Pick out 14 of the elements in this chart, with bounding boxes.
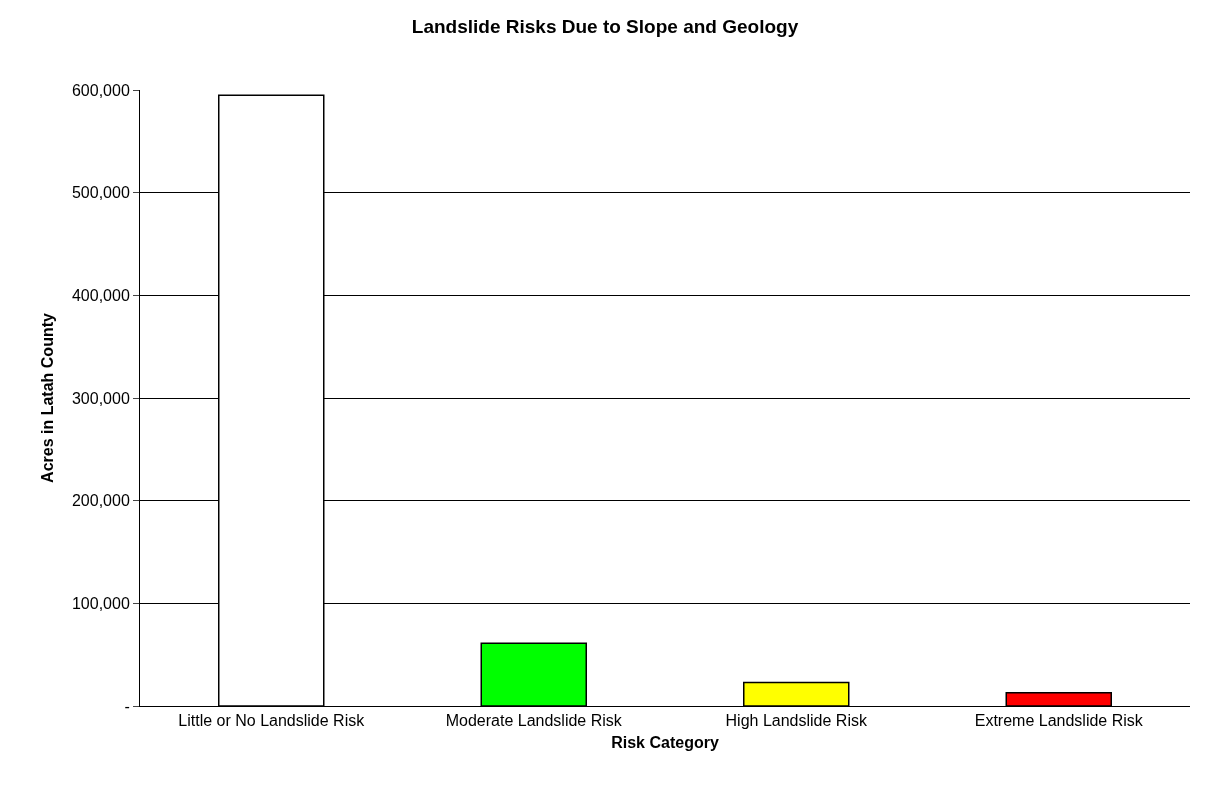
x-tick-label: Little or No Landslide Risk <box>178 712 366 730</box>
x-tick-label: High Landslide Risk <box>725 712 868 730</box>
y-tick-label: 200,000 <box>71 492 130 510</box>
chart-title: Landslide Risks Due to Slope and Geology <box>411 15 799 37</box>
y-tick-label: - <box>124 697 130 715</box>
y-tick-label: 400,000 <box>71 286 130 304</box>
y-tick-label: 600,000 <box>71 81 130 99</box>
x-tick-label: Extreme Landslide Risk <box>974 712 1144 730</box>
y-axis-title: Acres in Latah County <box>38 313 56 483</box>
y-tick-label: 500,000 <box>71 184 130 202</box>
y-tick-label: 100,000 <box>71 594 130 612</box>
y-tick-label: 300,000 <box>71 389 130 407</box>
x-tick-label: Moderate Landslide Risk <box>445 712 623 730</box>
x-axis-title: Risk Category <box>611 733 719 751</box>
